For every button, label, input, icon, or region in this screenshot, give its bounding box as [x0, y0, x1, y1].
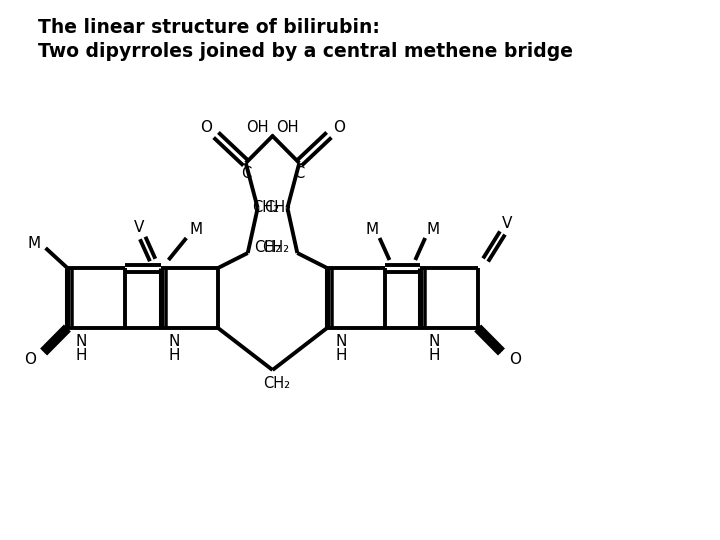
Text: The linear structure of bilirubin:: The linear structure of bilirubin:: [37, 18, 379, 37]
Text: CH₂: CH₂: [262, 240, 289, 255]
Text: OH: OH: [276, 119, 299, 134]
Text: M: M: [365, 222, 378, 238]
Text: O: O: [333, 119, 345, 134]
Text: H: H: [76, 348, 87, 363]
Text: H: H: [336, 348, 346, 363]
Text: M: M: [189, 222, 203, 238]
Text: H: H: [168, 348, 180, 363]
Text: C: C: [294, 165, 305, 180]
Text: H: H: [428, 348, 440, 363]
Text: V: V: [503, 215, 513, 231]
Text: N: N: [168, 334, 180, 349]
Text: O: O: [24, 353, 36, 368]
Text: N: N: [336, 334, 346, 349]
Text: N: N: [428, 334, 440, 349]
Text: OH: OH: [246, 119, 269, 134]
Text: CH₂: CH₂: [264, 200, 291, 215]
Text: O: O: [200, 119, 212, 134]
Text: O: O: [509, 353, 521, 368]
Text: Two dipyrroles joined by a central methene bridge: Two dipyrroles joined by a central methe…: [37, 42, 572, 61]
Text: V: V: [133, 220, 144, 235]
Text: C: C: [240, 165, 251, 180]
Text: CH₂: CH₂: [252, 200, 279, 215]
Text: M: M: [27, 237, 40, 252]
Text: N: N: [76, 334, 87, 349]
Text: CH₂: CH₂: [263, 376, 290, 392]
Text: CH₂: CH₂: [254, 240, 281, 255]
Text: M: M: [426, 222, 440, 238]
